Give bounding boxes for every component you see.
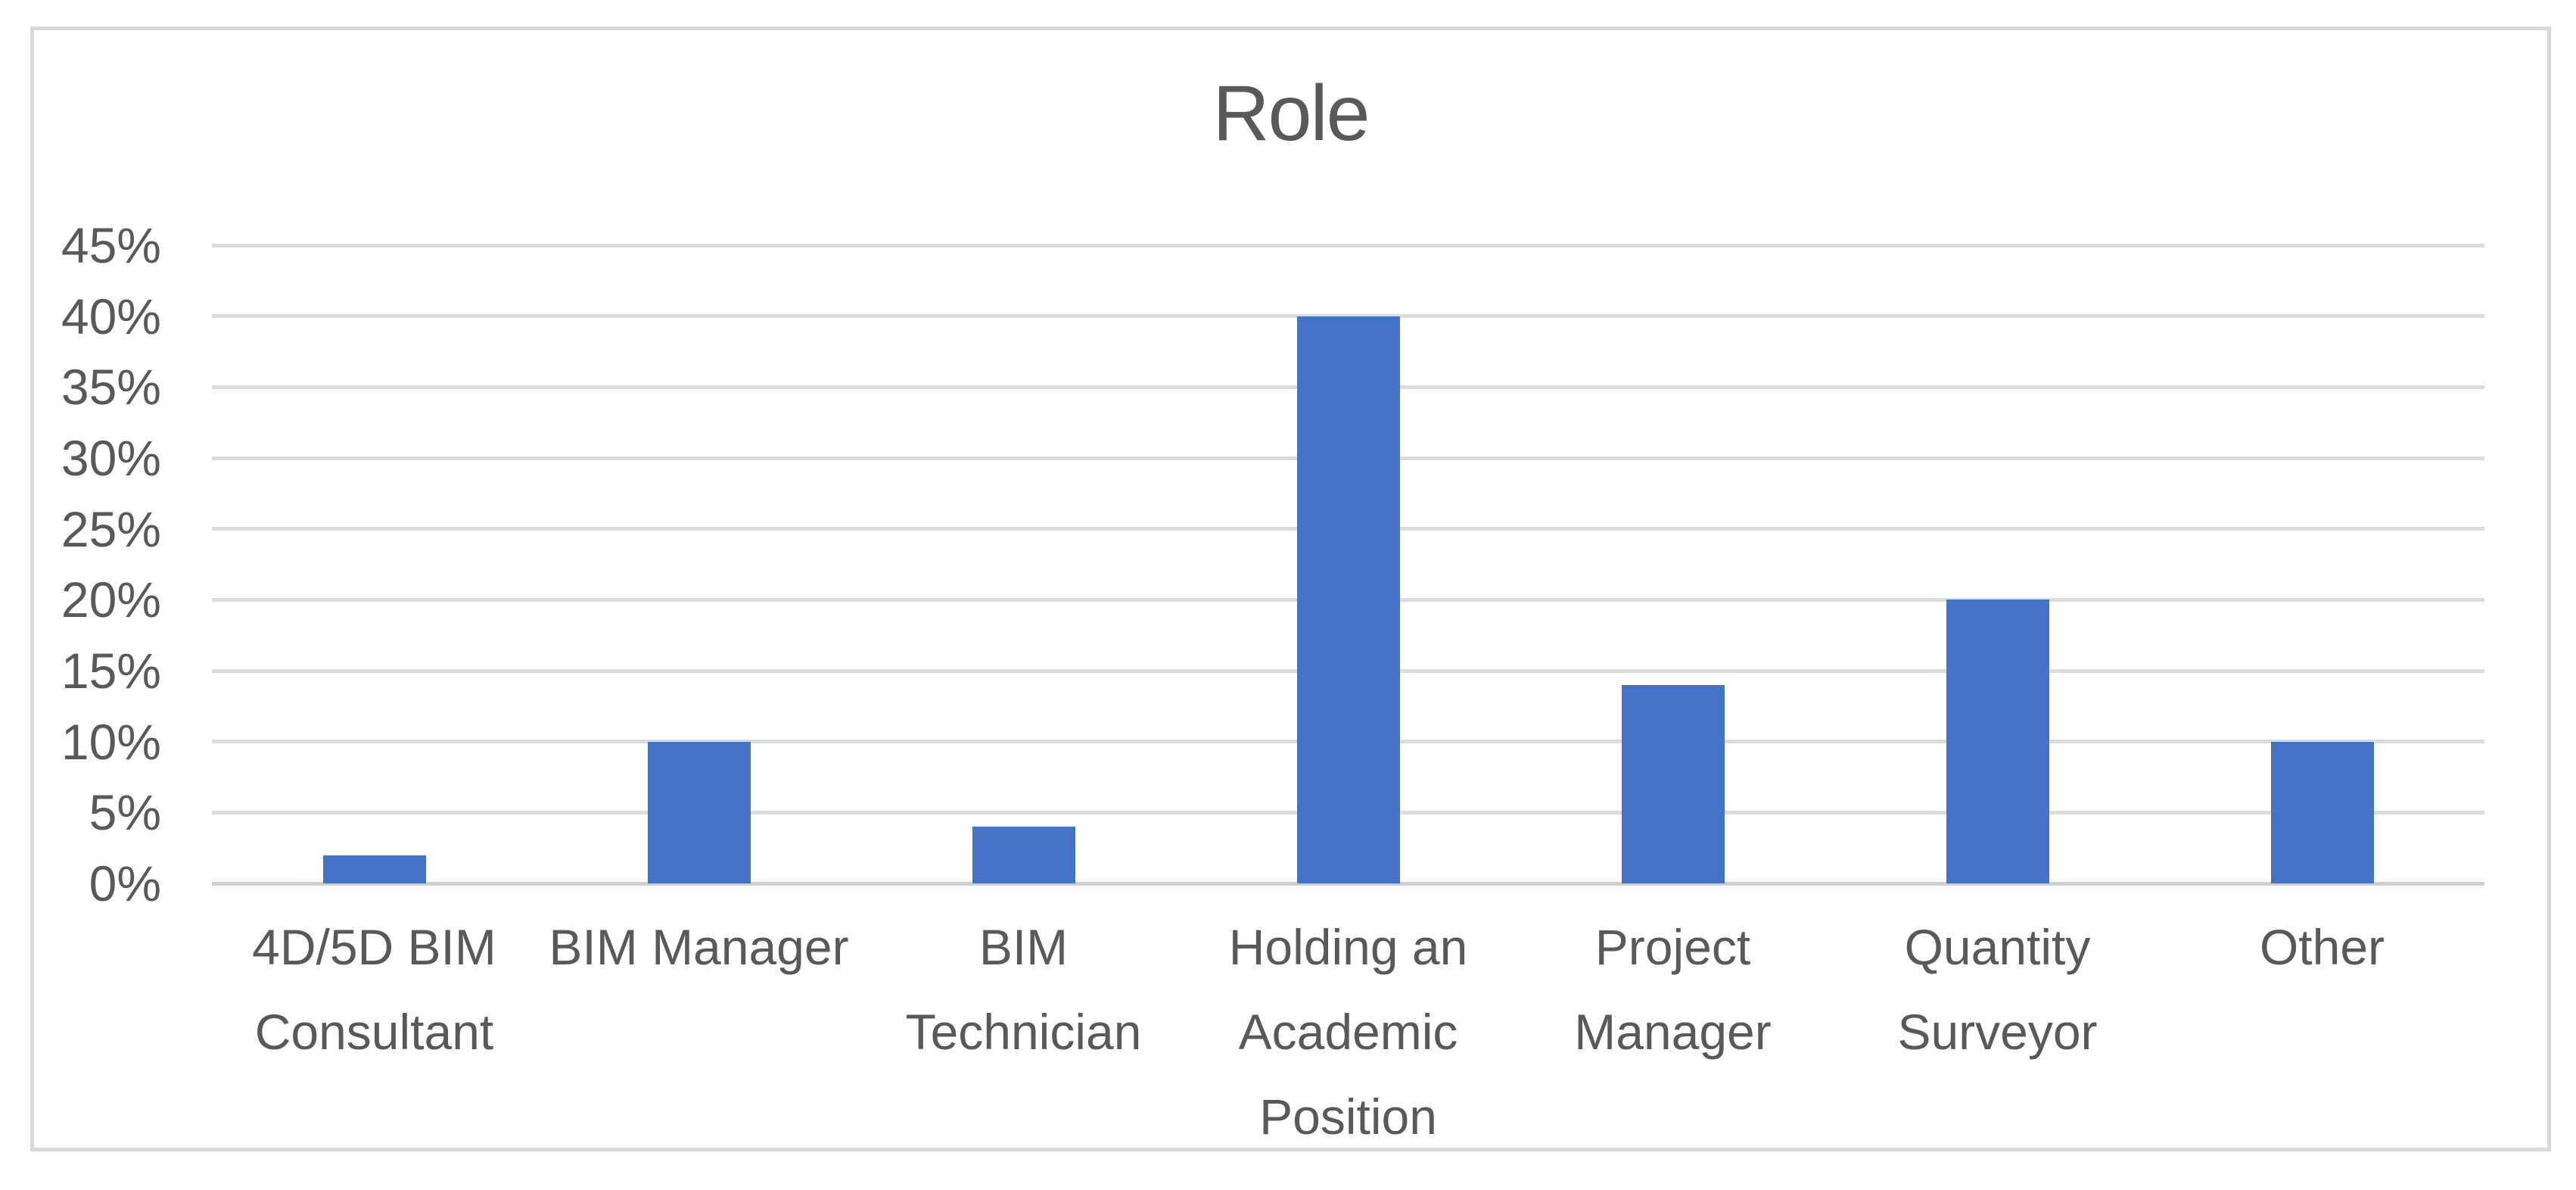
x-axis: 4D/5D BIM Consultant BIM Manager BIM Techn… [212, 905, 2484, 1159]
y-axis-tick-label: 0% [89, 855, 161, 911]
y-axis-tick-label: 5% [89, 784, 161, 841]
plot-area [212, 243, 2484, 886]
y-axis-tick-label: 25% [61, 500, 161, 557]
x-axis-category-label: BIM Technician [905, 919, 1142, 1060]
gridline [212, 314, 2484, 319]
y-axis-tick-label: 20% [61, 572, 161, 628]
bar [647, 742, 751, 883]
y-axis-tick-label: 10% [61, 713, 161, 770]
y-axis: 0% 5% 10% 15% 20% 25% 30% 35% 40% 45% [34, 220, 161, 908]
x-axis-category-label: Project Manager [1574, 919, 1772, 1060]
x-axis-category-label: Other [2259, 919, 2385, 975]
y-axis-tick-label: 15% [61, 643, 161, 699]
x-axis-category-label: Holding an Academic Position [1228, 919, 1468, 1145]
bar [1296, 316, 1400, 883]
bar [1946, 600, 2049, 883]
bar [322, 855, 426, 883]
y-axis-tick-label: 30% [61, 430, 161, 486]
chart-frame: Role 0% 5% 10% 15% 20% 25% 30% 35% 40% 45% 4D/5D … [30, 26, 2551, 1151]
bar [2270, 742, 2374, 883]
gridline [212, 243, 2484, 248]
y-axis-tick-label: 45% [61, 217, 161, 273]
x-axis-line [212, 881, 2484, 886]
x-axis-category-label: 4D/5D BIM Consultant [252, 919, 496, 1060]
y-axis-tick-label: 35% [61, 359, 161, 416]
x-axis-category-label: BIM Manager [549, 919, 849, 975]
y-axis-tick-label: 40% [61, 288, 161, 344]
x-axis-category-label: Quantity Surveyor [1897, 919, 2098, 1060]
bar [972, 827, 1075, 883]
chart-title: Role [1212, 70, 1370, 157]
bar [1621, 685, 1725, 883]
